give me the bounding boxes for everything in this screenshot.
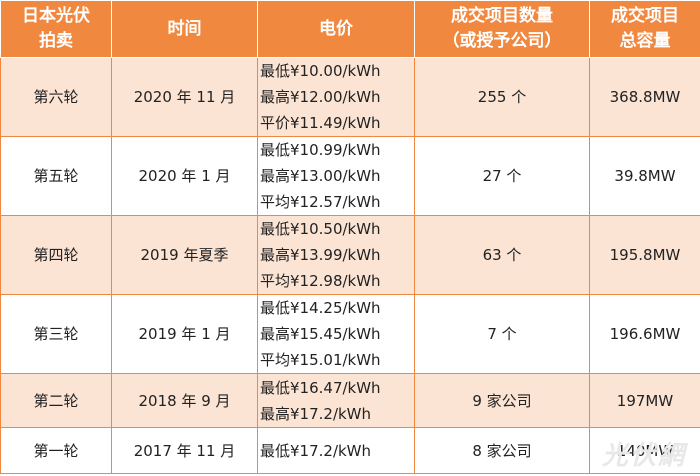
- header-price: 电价: [257, 0, 415, 58]
- price-cell: 最低¥16.47/kWh 最高¥17.2/kWh: [257, 373, 415, 428]
- price-cell: 最低¥10.99/kWh 最高¥13.00/kWh 平均¥12.57/kWh: [257, 136, 415, 216]
- count-cell: 9 家公司: [414, 373, 590, 428]
- table-row: 第二轮 2018 年 9 月 最低¥16.47/kWh 最高¥17.2/kWh …: [0, 373, 700, 428]
- capacity-cell: 195.8MW: [589, 215, 700, 295]
- time-cell: 2019 年夏季: [111, 215, 258, 295]
- price-cell: 最低¥17.2/kWh: [257, 427, 415, 474]
- round-cell: 第二轮: [0, 373, 112, 428]
- time-cell: 2020 年 11 月: [111, 57, 258, 137]
- header-round: 日本光伏 拍卖: [0, 0, 112, 58]
- capacity-cell: 197MW: [589, 373, 700, 428]
- round-cell: 第四轮: [0, 215, 112, 295]
- time-cell: 2020 年 1 月: [111, 136, 258, 216]
- count-cell: 27 个: [414, 136, 590, 216]
- table-row: 第五轮 2020 年 1 月 最低¥10.99/kWh 最高¥13.00/kWh…: [0, 136, 700, 216]
- header-time: 时间: [111, 0, 258, 58]
- price-cell: 最低¥10.00/kWh 最高¥12.00/kWh 平价¥11.49/kWh: [257, 57, 415, 137]
- round-cell: 第五轮: [0, 136, 112, 216]
- count-cell: 255 个: [414, 57, 590, 137]
- header-row: 日本光伏 拍卖 时间 电价 成交项目数量 （或授予公司） 成交项目 总容量: [0, 0, 700, 58]
- table-row: 第六轮 2020 年 11 月 最低¥10.00/kWh 最高¥12.00/kW…: [0, 57, 700, 137]
- table-row: 第四轮 2019 年夏季 最低¥10.50/kWh 最高¥13.99/kWh 平…: [0, 215, 700, 295]
- count-cell: 63 个: [414, 215, 590, 295]
- header-capacity: 成交项目 总容量: [589, 0, 700, 58]
- round-cell: 第一轮: [0, 427, 112, 474]
- count-cell: 8 家公司: [414, 427, 590, 474]
- table-row: 第一轮 2017 年 11 月 最低¥17.2/kWh 8 家公司 140MW: [0, 427, 700, 474]
- table-row: 第三轮 2019 年 1 月 最低¥14.25/kWh 最高¥15.45/kWh…: [0, 294, 700, 374]
- time-cell: 2019 年 1 月: [111, 294, 258, 374]
- round-cell: 第三轮: [0, 294, 112, 374]
- capacity-cell: 39.8MW: [589, 136, 700, 216]
- header-count: 成交项目数量 （或授予公司）: [414, 0, 590, 58]
- capacity-cell: 140MW: [589, 427, 700, 474]
- time-cell: 2018 年 9 月: [111, 373, 258, 428]
- capacity-cell: 368.8MW: [589, 57, 700, 137]
- count-cell: 7 个: [414, 294, 590, 374]
- time-cell: 2017 年 11 月: [111, 427, 258, 474]
- price-cell: 最低¥14.25/kWh 最高¥15.45/kWh 平均¥15.01/kWh: [257, 294, 415, 374]
- round-cell: 第六轮: [0, 57, 112, 137]
- capacity-cell: 196.6MW: [589, 294, 700, 374]
- price-cell: 最低¥10.50/kWh 最高¥13.99/kWh 平均¥12.98/kWh: [257, 215, 415, 295]
